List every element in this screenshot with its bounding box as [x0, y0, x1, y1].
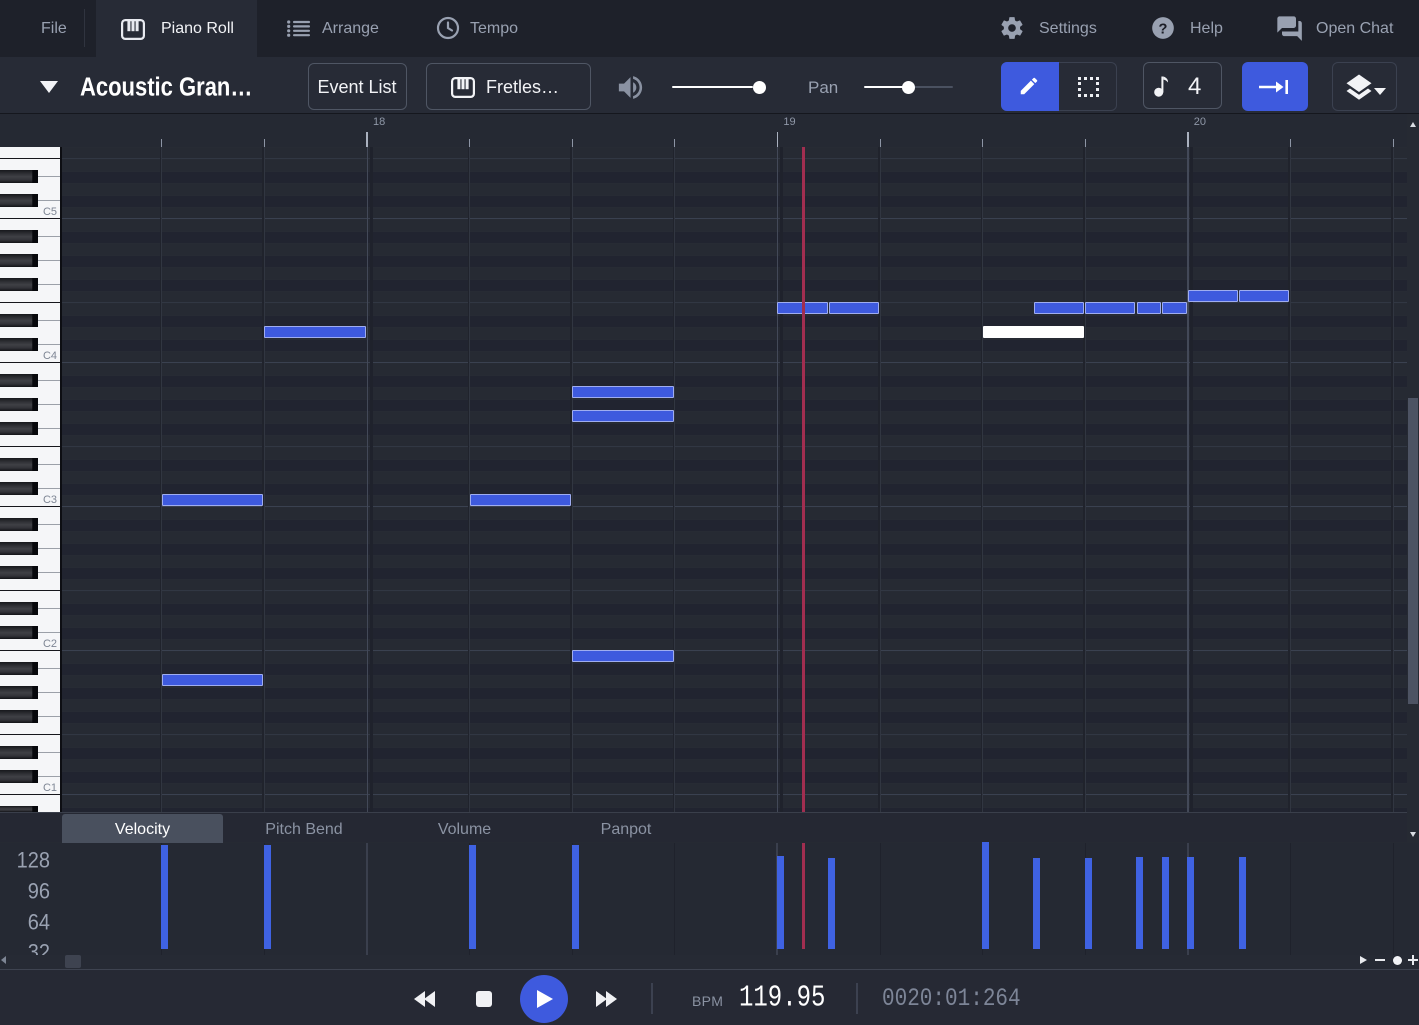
- svg-text:?: ?: [1159, 21, 1168, 37]
